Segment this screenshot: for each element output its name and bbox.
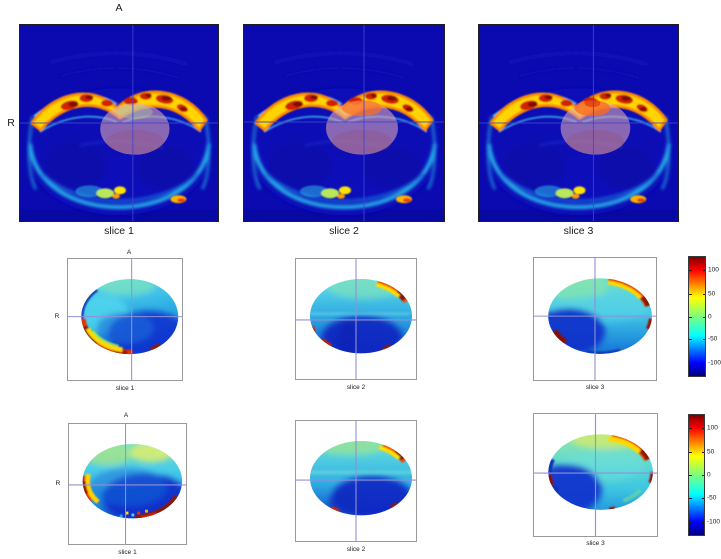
crosshair — [69, 424, 186, 544]
orientation-label-right-middle: R — [54, 313, 60, 320]
orientation-label-anterior-middle: A — [126, 249, 132, 256]
orientation-label-right-top: R — [7, 117, 15, 129]
anatomy-image-slice3[interactable] — [478, 24, 679, 222]
crosshair — [244, 25, 444, 221]
colorbar-tick-label: -50 — [708, 335, 718, 343]
slice-title: slice 2 — [346, 384, 366, 391]
colorbar-tick-label: 0 — [707, 471, 711, 479]
orientation-label-anterior-bottom: A — [123, 412, 129, 419]
crosshair — [20, 25, 218, 221]
orientation-label-right-bottom: R — [55, 480, 61, 487]
fieldmap-middle-slice3[interactable] — [533, 257, 657, 381]
anatomy-image-slice1[interactable] — [19, 24, 219, 222]
colorbar-middle: 100 50 0 -50 -100 — [688, 256, 721, 377]
fieldmap-middle-slice1[interactable] — [67, 258, 183, 381]
roi-ellipse-overlay — [100, 103, 170, 155]
colorbar-bottom: 100 50 0 -50 -100 — [688, 414, 720, 536]
crosshair — [296, 259, 416, 379]
roi-ellipse-overlay — [326, 100, 398, 155]
slice-title: slice 1 — [118, 549, 137, 556]
colorbar-tick-label: -100 — [707, 518, 721, 526]
crosshair — [296, 421, 416, 541]
colorbar-tick-label: -100 — [708, 359, 721, 367]
slice-title: slice 2 — [329, 225, 359, 237]
crosshair — [534, 258, 656, 380]
colorbar-tick-label: 100 — [707, 424, 718, 432]
slice-title: slice 3 — [563, 225, 594, 237]
slice-title: slice 3 — [585, 384, 605, 391]
fieldmap-bottom-slice3[interactable] — [533, 413, 658, 537]
fieldmap-middle-slice2[interactable] — [295, 258, 417, 380]
colorbar-tick-label: 100 — [708, 266, 719, 274]
anatomy-image-slice2[interactable] — [243, 24, 445, 222]
crosshair — [68, 259, 182, 380]
pixel-specks — [119, 509, 148, 518]
slice-title: slice 2 — [346, 546, 366, 553]
roi-ellipse-overlay — [560, 99, 631, 155]
slice-title: slice 1 — [115, 385, 135, 392]
fieldmap-bottom-slice2[interactable] — [295, 420, 417, 542]
crosshair — [534, 414, 657, 536]
colorbar-tick-label: 50 — [708, 290, 716, 298]
orientation-label-anterior-top: A — [115, 2, 123, 14]
slice-title: slice 3 — [586, 540, 605, 547]
colorbar-tick-label: 50 — [707, 448, 715, 456]
fieldmap-bottom-slice1[interactable] — [68, 423, 187, 545]
colorbar-tick-label: -50 — [707, 494, 717, 502]
colorbar-tick-label: 0 — [708, 313, 712, 320]
crosshair — [479, 25, 678, 221]
slice-title: slice 1 — [104, 225, 134, 237]
